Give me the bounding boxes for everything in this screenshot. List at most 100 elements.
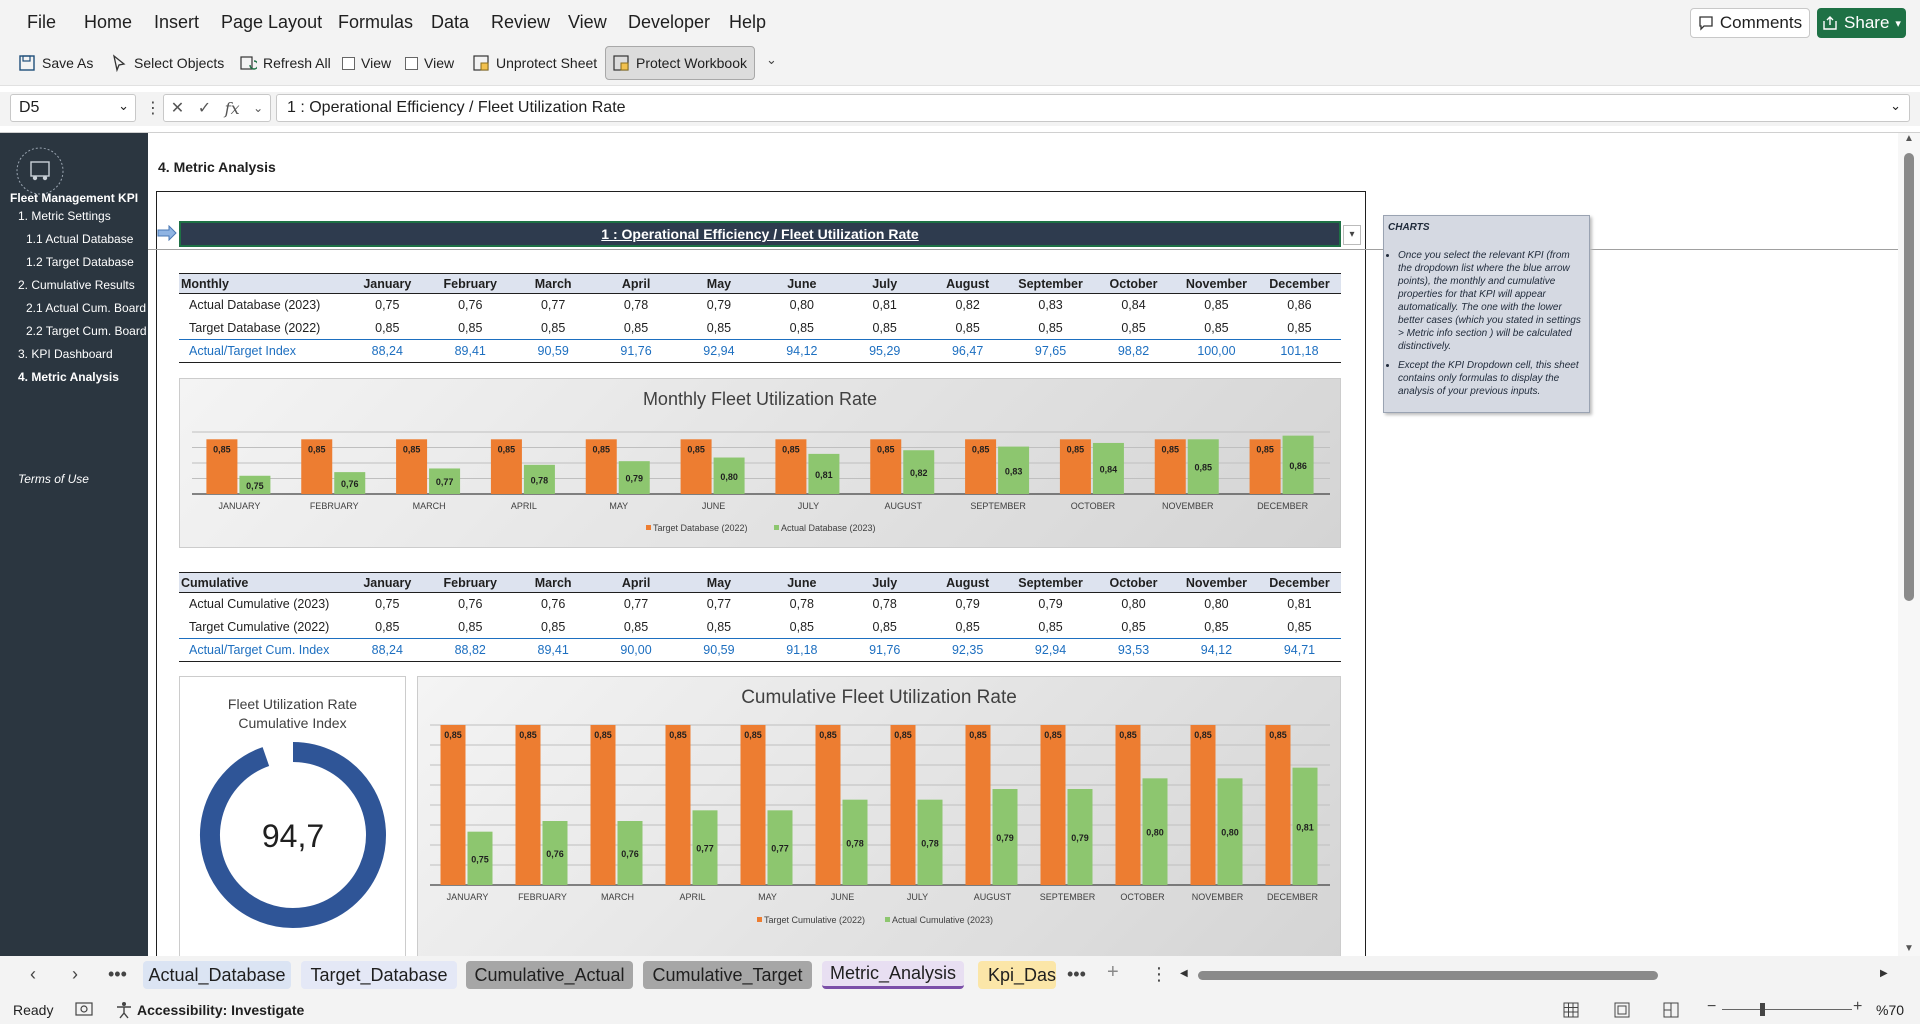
table-cell[interactable]: 0,85	[1038, 320, 1063, 335]
table-cell[interactable]: 93,53	[1092, 638, 1175, 662]
menu-file[interactable]: File	[27, 12, 57, 32]
table-cell[interactable]: 0,75	[375, 597, 400, 612]
chevron-down-icon[interactable]: ⌄	[1890, 98, 1901, 113]
chevron-down-icon[interactable]: ⌄	[118, 98, 129, 113]
save-as-button[interactable]: Save As	[12, 46, 99, 80]
table-cell[interactable]: 0,85	[458, 320, 483, 335]
insert-function-button[interactable]: fx	[224, 98, 240, 118]
kpi-selector-cell[interactable]: 1 : Operational Efficiency / Fleet Utili…	[179, 221, 1341, 247]
menu-review[interactable]: Review	[491, 12, 551, 32]
tab-metric-analysis[interactable]: Metric_Analysis	[822, 961, 964, 989]
table-cell[interactable]: 0,79	[1038, 597, 1063, 612]
table-cell[interactable]: 0,85	[1038, 619, 1063, 634]
macro-recorder-icon[interactable]	[75, 1001, 93, 1017]
select-objects-button[interactable]: Select Objects	[104, 46, 230, 80]
more-sheets-icon[interactable]: •••	[108, 964, 127, 984]
tab-actual-database[interactable]: Actual_Database	[143, 961, 291, 989]
menu-view[interactable]: View	[568, 12, 607, 32]
table-cell[interactable]: 0,80	[1121, 597, 1146, 612]
worksheet-area[interactable]: Fleet Management KPI 1. Metric Settings …	[0, 132, 1920, 972]
table-cell[interactable]: 0,85	[1204, 320, 1229, 335]
chevron-right-icon[interactable]: ›	[72, 964, 78, 984]
scroll-left-icon[interactable]: ◀	[1180, 968, 1188, 979]
table-cell[interactable]: 101,18	[1257, 339, 1341, 363]
table-cell[interactable]: 88,24	[345, 638, 429, 662]
table-cell[interactable]: 97,65	[1009, 339, 1093, 363]
sidebar-item-metric-settings[interactable]: 1. Metric Settings	[18, 209, 111, 223]
table-cell[interactable]: 0,85	[1287, 320, 1312, 335]
table-cell[interactable]: 0,85	[623, 320, 649, 335]
table-cell[interactable]: 92,94	[677, 339, 761, 363]
zoom-slider[interactable]	[1722, 1009, 1852, 1010]
table-cell[interactable]: 0,83	[1038, 298, 1063, 313]
sidebar-item-target-database[interactable]: 1.2 Target Database	[26, 255, 134, 269]
table-cell[interactable]: 0,81	[1287, 597, 1312, 612]
table-cell[interactable]: 0,78	[623, 298, 649, 313]
sidebar-item-actual-cum-board[interactable]: 2.1 Actual Cum. Board	[26, 301, 147, 315]
table-cell[interactable]: 88,24	[345, 339, 429, 363]
protect-workbook-button[interactable]: Protect Workbook	[605, 46, 755, 80]
table-cell[interactable]: 0,85	[540, 320, 566, 335]
table-cell[interactable]: 0,85	[375, 619, 400, 634]
tab-target-database[interactable]: Target_Database	[301, 961, 457, 989]
table-cell[interactable]: 0,85	[1287, 619, 1312, 634]
sidebar-item-metric-analysis[interactable]: 4. Metric Analysis	[18, 370, 119, 384]
table-cell[interactable]: 0,78	[789, 597, 814, 612]
menu-insert[interactable]: Insert	[154, 12, 200, 32]
share-button[interactable]: Share ▾	[1817, 8, 1906, 38]
page-break-view-icon[interactable]	[1663, 1002, 1679, 1018]
unprotect-sheet-button[interactable]: Unprotect Sheet	[466, 46, 603, 80]
row-label[interactable]: Target Cumulative (2022)	[189, 619, 330, 634]
formula-input[interactable]: 1 : Operational Efficiency / Fleet Utili…	[276, 94, 1910, 122]
table-cell[interactable]: 0,85	[1204, 298, 1229, 313]
horizontal-scrollbar[interactable]: ◀ ▶	[1180, 968, 1890, 982]
kpi-dropdown-button[interactable]: ▾	[1343, 225, 1361, 245]
tab-kpi-dash[interactable]: Kpi_Dash	[978, 961, 1056, 989]
row-label[interactable]: Target Database (2022)	[189, 320, 321, 335]
terms-of-use-link[interactable]: Terms of Use	[18, 472, 89, 486]
horizontal-scroll-thumb[interactable]	[1198, 971, 1658, 980]
menu-home[interactable]: Home	[84, 12, 133, 32]
table-cell[interactable]: 0,80	[789, 298, 814, 313]
zoom-out-icon[interactable]: −	[1707, 998, 1717, 1015]
table-cell[interactable]: 0,77	[706, 597, 732, 612]
check-icon[interactable]: ✓	[197, 100, 212, 117]
sidebar-item-actual-database[interactable]: 1.1 Actual Database	[26, 232, 134, 246]
charts-note-box[interactable]: CHARTS Once you select the relevant KPI …	[1383, 215, 1590, 413]
table-cell[interactable]: 90,00	[594, 638, 678, 662]
table-cell[interactable]: 0,80	[1204, 597, 1229, 612]
more-options-icon[interactable]: ⋮	[145, 100, 161, 117]
vertical-scrollbar[interactable]: ▲ ▼	[1898, 133, 1920, 957]
table-cell[interactable]: 0,86	[1287, 298, 1312, 313]
view-checkbox-2[interactable]: View	[399, 46, 460, 80]
table-cell[interactable]: 0,79	[706, 298, 732, 313]
cumulative-index-gauge[interactable]: Fleet Utilization Rate Cumulative Index …	[179, 676, 406, 972]
table-cell[interactable]: 94,12	[1174, 638, 1258, 662]
table-cell[interactable]: 98,82	[1092, 339, 1175, 363]
vertical-scroll-thumb[interactable]	[1904, 153, 1914, 601]
table-cell[interactable]: 89,41	[428, 339, 512, 363]
table-cell[interactable]: 100,00	[1174, 339, 1258, 363]
table-cell[interactable]: 0,85	[375, 320, 400, 335]
comments-button[interactable]: Comments	[1690, 8, 1810, 38]
refresh-all-button[interactable]: Refresh All	[233, 46, 337, 80]
table-cell[interactable]: 90,59	[511, 339, 595, 363]
name-box[interactable]: D5 ⌄	[10, 94, 136, 122]
table-cell[interactable]: 0,81	[872, 298, 897, 313]
table-cell[interactable]: 94,12	[760, 339, 844, 363]
accessibility-status[interactable]: Accessibility: Investigate	[137, 1002, 305, 1018]
table-cell[interactable]: 0,85	[706, 619, 732, 634]
table-cell[interactable]: 92,94	[1009, 638, 1093, 662]
table-cell[interactable]: 0,77	[623, 597, 649, 612]
row-label[interactable]: Actual Database (2023)	[189, 298, 321, 313]
menu-formulas[interactable]: Formulas	[338, 12, 414, 32]
table-cell[interactable]: 0,85	[1121, 619, 1146, 634]
tab-cumulative-actual[interactable]: Cumulative_Actual	[466, 961, 633, 989]
table-cell[interactable]: 0,78	[872, 597, 897, 612]
tab-cumulative-target[interactable]: Cumulative_Target	[643, 961, 812, 989]
table-cell[interactable]: 95,29	[843, 339, 927, 363]
table-cell[interactable]: 0,82	[955, 298, 980, 313]
table-cell[interactable]: 0,85	[872, 320, 897, 335]
table-cell[interactable]: 90,59	[677, 638, 761, 662]
menu-data[interactable]: Data	[431, 12, 470, 32]
